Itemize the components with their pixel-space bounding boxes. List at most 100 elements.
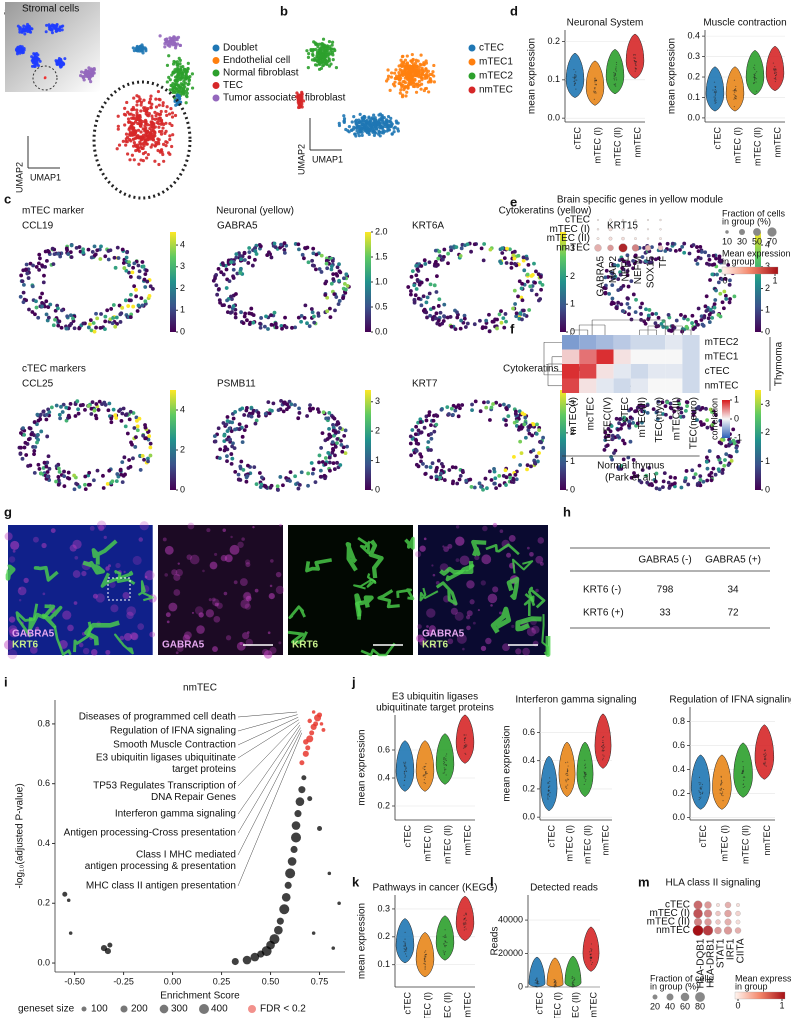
- cell-dot: [713, 306, 717, 310]
- cell-dot: [157, 142, 160, 145]
- jitter-dot: [602, 749, 603, 750]
- cell-dot: [634, 298, 638, 302]
- cell-dot: [182, 83, 185, 86]
- cell-dot: [330, 49, 333, 52]
- cell-dot: [67, 471, 71, 475]
- dot: [622, 219, 624, 221]
- cell-dot: [416, 85, 419, 88]
- cell-dot: [319, 446, 323, 450]
- cell-dot: [534, 269, 538, 273]
- cell-dot: [607, 292, 611, 296]
- jitter-dot: [635, 63, 636, 64]
- cell-dot: [102, 486, 106, 490]
- colorbar-label: -1: [734, 432, 742, 442]
- cell-dot: [77, 412, 81, 416]
- cell-dot: [522, 259, 526, 263]
- cell-dot: [499, 309, 503, 313]
- dot: [736, 911, 741, 916]
- jitter-dot: [444, 937, 445, 938]
- cell-dot: [105, 308, 109, 312]
- cell-dot: [166, 80, 169, 83]
- cell-dot: [346, 284, 350, 288]
- cell-dot: [352, 115, 355, 118]
- point: [291, 832, 301, 842]
- jitter-dot: [714, 100, 715, 101]
- jitter-dot: [585, 781, 586, 782]
- cell-dot: [132, 96, 135, 99]
- cell-dot: [69, 322, 73, 326]
- cell-dot: [691, 314, 695, 318]
- cell-dot: [22, 433, 26, 437]
- cell-dot: [399, 68, 402, 71]
- axis-label: UMAP2: [14, 162, 24, 193]
- cell: 72: [727, 608, 739, 619]
- jitter-dot: [547, 795, 548, 796]
- jitter-dot: [774, 66, 775, 67]
- cell-dot: [107, 249, 111, 253]
- cell-dot: [710, 273, 714, 277]
- cell-dot: [311, 53, 314, 56]
- jitter-dot: [635, 67, 636, 68]
- legend-label: Tumor associated fibroblast: [223, 93, 346, 104]
- cell-dot: [498, 403, 502, 407]
- size-key-label: 300: [171, 1004, 188, 1015]
- cell-dot: [438, 476, 442, 480]
- cell-dot: [91, 250, 95, 254]
- cell-dot: [512, 478, 516, 482]
- cell-dot: [325, 309, 329, 313]
- cell-dot: [221, 303, 225, 307]
- cell-dot: [60, 326, 64, 330]
- x-tick-label: cTEC: [402, 991, 412, 1014]
- point: [243, 956, 252, 965]
- dot: [622, 228, 624, 230]
- cell-dot: [148, 294, 152, 298]
- jitter-dot: [405, 763, 406, 764]
- signal: [98, 525, 104, 531]
- cell-dot: [404, 73, 407, 76]
- jitter-dot: [765, 756, 766, 757]
- signal: [499, 611, 502, 614]
- jitter-dot: [585, 779, 586, 780]
- heat-cell: [596, 350, 613, 365]
- cell-dot: [718, 269, 722, 273]
- signal: [460, 555, 470, 565]
- cell-dot: [153, 160, 156, 163]
- jitter-dot: [464, 929, 465, 930]
- legend-label: Endothelial cell: [223, 55, 290, 66]
- cell-dot: [440, 322, 444, 326]
- x-tick-label: cTEC: [534, 991, 544, 1014]
- cell-dot: [118, 143, 121, 146]
- cell-dot: [639, 306, 643, 310]
- cell-dot: [451, 480, 455, 484]
- jitter-dot: [765, 759, 766, 760]
- cell-dot: [237, 427, 241, 431]
- dot: [735, 927, 741, 933]
- column-label: CIITA: [736, 938, 747, 963]
- cell-dot: [411, 269, 415, 273]
- jitter-dot: [464, 742, 465, 743]
- signal: [124, 633, 132, 641]
- cell-dot: [343, 121, 346, 124]
- cell-dot: [712, 254, 716, 258]
- cell-dot: [99, 312, 103, 316]
- jitter-dot: [775, 81, 776, 82]
- cell-dot: [54, 480, 58, 484]
- cell-dot: [164, 39, 167, 42]
- cell-dot: [629, 440, 633, 444]
- cell-dot: [350, 128, 353, 131]
- jitter-dot: [615, 68, 616, 69]
- cell-dot: [323, 474, 327, 478]
- jitter-dot: [719, 789, 720, 790]
- heat-cell: [631, 379, 648, 394]
- jitter-dot: [702, 784, 703, 785]
- cell-dot: [46, 470, 50, 474]
- legend-swatch: [213, 57, 220, 64]
- cell-dot: [171, 115, 174, 118]
- jitter-dot: [614, 73, 615, 74]
- cell: 34: [727, 585, 739, 596]
- signal: [466, 626, 471, 631]
- signal: [202, 570, 205, 573]
- inset-dot: [28, 25, 31, 28]
- cell-dot: [464, 325, 468, 329]
- cell-dot: [149, 134, 152, 137]
